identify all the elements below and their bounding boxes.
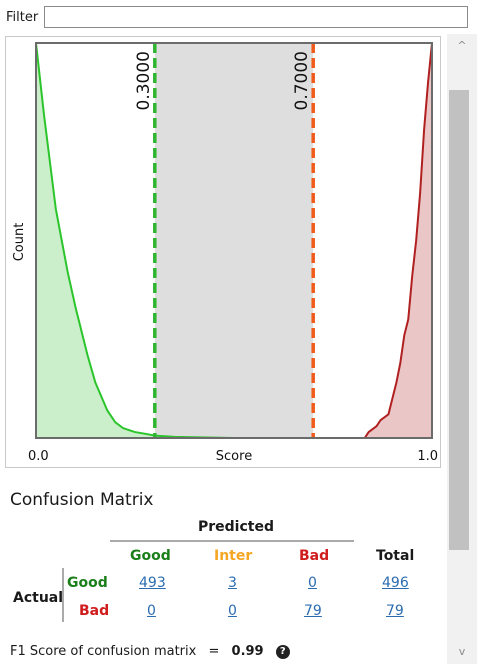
x-tick-label-1: 1.0 bbox=[417, 449, 438, 464]
cell-bad-inter[interactable]: 0 bbox=[228, 603, 237, 619]
row-header-bad: Bad bbox=[79, 603, 110, 619]
cell-bad-bad[interactable]: 79 bbox=[304, 603, 322, 619]
f1-score-value: 0.99 bbox=[231, 644, 264, 659]
col-header-inter: Inter bbox=[214, 548, 253, 564]
confusion-matrix-title: Confusion Matrix bbox=[10, 490, 154, 510]
predicted-underline bbox=[110, 540, 354, 542]
col-header-good: Good bbox=[130, 548, 171, 564]
cell-bad-total[interactable]: 79 bbox=[386, 603, 404, 619]
intermediate-range-shade bbox=[154, 43, 314, 438]
threshold-label-0: 0.3000 bbox=[134, 51, 154, 110]
row-header-good: Good bbox=[67, 575, 108, 591]
filter-label: Filter bbox=[6, 10, 39, 25]
series-bad-line bbox=[36, 42, 433, 439]
f1-score-label: F1 Score of confusion matrix bbox=[10, 644, 197, 659]
x-axis-label: Score bbox=[216, 449, 252, 464]
actual-header: Actual bbox=[13, 590, 64, 606]
cell-bad-good[interactable]: 0 bbox=[147, 603, 156, 619]
actual-bracket-line bbox=[62, 568, 64, 622]
cell-good-total[interactable]: 496 bbox=[382, 575, 409, 591]
scroll-up-arrow-icon[interactable]: ^ bbox=[457, 39, 467, 52]
cell-good-bad[interactable]: 0 bbox=[308, 575, 317, 591]
score-histogram-svg: 0.3000 0.7000 0.0 1.0 Score Count bbox=[12, 42, 438, 464]
filter-row: Filter bbox=[0, 0, 477, 34]
f1-score-row: F1 Score of confusion matrix = 0.99 ? bbox=[10, 644, 290, 659]
series-good-area bbox=[36, 43, 432, 438]
plot-frame bbox=[35, 42, 433, 439]
scroll-down-arrow-icon[interactable]: v bbox=[458, 645, 466, 658]
predicted-header: Predicted bbox=[198, 519, 274, 535]
col-header-bad: Bad bbox=[299, 548, 330, 564]
vertical-scrollbar[interactable]: ^ v bbox=[447, 34, 477, 664]
scroll-thumb[interactable] bbox=[449, 90, 469, 550]
y-axis-label: Count bbox=[12, 223, 27, 262]
threshold-label-1: 0.7000 bbox=[292, 51, 312, 110]
x-tick-label-0: 0.0 bbox=[28, 449, 49, 464]
f1-equals: = bbox=[208, 644, 220, 659]
score-histogram-chart: 0.3000 0.7000 0.0 1.0 Score Count bbox=[5, 36, 441, 468]
cell-good-inter[interactable]: 3 bbox=[228, 575, 237, 591]
cell-good-good[interactable]: 493 bbox=[139, 575, 166, 591]
scroll-panel: 0.3000 0.7000 0.0 1.0 Score Count Confusion M… bbox=[0, 34, 447, 664]
help-icon[interactable]: ? bbox=[275, 644, 290, 659]
col-header-total: Total bbox=[376, 548, 415, 564]
filter-input[interactable] bbox=[44, 6, 468, 28]
